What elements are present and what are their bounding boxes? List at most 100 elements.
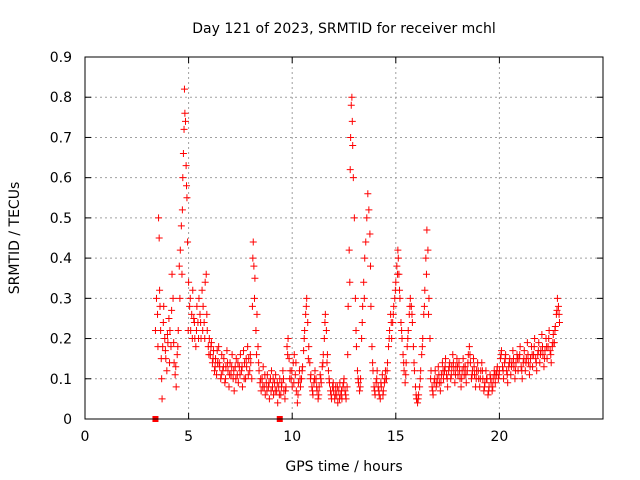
data-point — [189, 286, 197, 294]
data-point — [354, 375, 362, 383]
data-point — [431, 375, 439, 383]
data-point — [173, 351, 181, 359]
data-point — [167, 343, 175, 351]
data-point — [267, 367, 275, 375]
data-point — [320, 335, 328, 343]
data-point — [416, 383, 424, 391]
data-point — [445, 363, 453, 371]
data-point — [277, 383, 285, 391]
data-point — [532, 355, 540, 363]
data-point — [551, 327, 559, 335]
data-point — [198, 286, 206, 294]
data-point — [207, 343, 215, 351]
data-point — [252, 327, 260, 335]
data-point — [317, 375, 325, 383]
data-point — [298, 367, 306, 375]
data-point — [192, 327, 200, 335]
data-point — [466, 351, 474, 359]
data-point — [409, 343, 417, 351]
data-point — [495, 371, 503, 379]
data-point — [228, 363, 236, 371]
data-point — [346, 166, 354, 174]
data-point — [182, 162, 190, 170]
data-point — [352, 327, 360, 335]
data-point — [196, 310, 204, 318]
data-point — [290, 379, 298, 387]
data-point — [215, 343, 223, 351]
data-point — [555, 310, 563, 318]
data-point — [414, 395, 422, 403]
data-point — [518, 375, 526, 383]
data-point — [166, 327, 174, 335]
data-point — [507, 363, 515, 371]
data-point — [439, 367, 447, 375]
data-point — [470, 363, 478, 371]
data-point — [158, 395, 166, 403]
data-point — [406, 294, 414, 302]
data-point — [429, 387, 437, 395]
data-point — [432, 383, 440, 391]
data-point — [459, 355, 467, 363]
data-point — [373, 367, 381, 375]
data-point — [254, 343, 262, 351]
data-point — [265, 395, 273, 403]
data-point — [302, 310, 310, 318]
data-point — [338, 387, 346, 395]
data-point — [553, 306, 561, 314]
data-point — [184, 327, 192, 335]
data-point — [497, 351, 505, 359]
data-point — [321, 318, 329, 326]
data-point — [368, 343, 376, 351]
data-point — [211, 367, 218, 375]
data-point — [304, 318, 312, 326]
data-point — [224, 359, 232, 367]
data-point — [414, 399, 422, 407]
data-point — [244, 371, 252, 379]
data-point — [361, 254, 369, 262]
data-point — [392, 278, 400, 286]
data-point — [512, 367, 520, 375]
data-point — [310, 379, 318, 387]
data-point — [376, 395, 384, 403]
data-point — [238, 363, 246, 371]
y-tick-label: 0.3 — [50, 291, 72, 307]
data-point — [293, 399, 301, 407]
data-point — [503, 371, 511, 379]
data-point — [234, 359, 242, 367]
data-point — [353, 367, 361, 375]
data-point — [197, 318, 205, 326]
data-point — [190, 314, 198, 322]
data-point — [273, 379, 281, 387]
data-point — [375, 387, 383, 395]
data-point — [230, 387, 238, 395]
data-point — [286, 375, 294, 383]
data-point — [547, 351, 555, 359]
data-point — [261, 391, 269, 399]
data-point — [302, 302, 310, 310]
data-point — [291, 371, 299, 379]
data-point — [234, 379, 242, 387]
data-point — [398, 327, 406, 335]
data-point — [435, 371, 443, 379]
data-point — [246, 367, 254, 375]
data-point — [400, 359, 408, 367]
data-point — [188, 335, 196, 343]
data-point — [549, 339, 557, 347]
data-point — [285, 355, 293, 363]
x-tick-label: 10 — [283, 429, 301, 445]
data-point — [215, 359, 223, 367]
data-point — [348, 117, 356, 125]
data-point — [241, 359, 249, 367]
data-points — [151, 85, 563, 422]
data-point — [271, 387, 279, 395]
data-point — [393, 270, 401, 278]
data-point — [323, 359, 331, 367]
data-point — [347, 101, 355, 109]
y-tick-label: 0.2 — [50, 332, 72, 348]
data-point — [163, 331, 171, 339]
data-point — [384, 359, 392, 367]
data-point — [156, 302, 164, 310]
data-point — [470, 355, 477, 363]
data-point — [331, 391, 339, 399]
